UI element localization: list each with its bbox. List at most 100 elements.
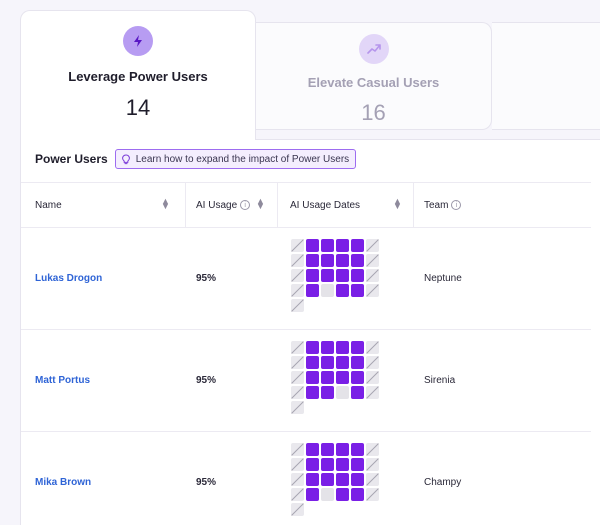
active-day-cell [336, 473, 349, 486]
column-divider [185, 183, 186, 227]
active-day-cell [336, 488, 349, 501]
user-name-link[interactable]: Mika Brown [35, 477, 92, 488]
tab-more[interactable] [492, 22, 600, 130]
active-day-cell [306, 254, 319, 267]
non-working-day-cell [366, 473, 379, 486]
active-day-cell [306, 443, 319, 456]
active-day-cell [351, 488, 364, 501]
non-working-day-cell [366, 284, 379, 297]
non-working-day-cell [291, 488, 304, 501]
active-day-cell [321, 341, 334, 354]
table-row: Lukas Drogon 95% Neptune [21, 228, 591, 330]
tab-count: 16 [361, 100, 386, 125]
usage-dates-grid [291, 341, 379, 414]
usage-dates-grid [291, 443, 379, 516]
active-day-cell [336, 371, 349, 384]
active-day-cell [306, 386, 319, 399]
info-icon[interactable]: i [451, 200, 462, 210]
team-value: Champy [424, 477, 462, 488]
non-working-day-cell [291, 284, 304, 297]
column-divider [277, 183, 278, 227]
non-working-day-cell [291, 458, 304, 471]
active-day-cell [321, 254, 334, 267]
team-value: Sirenia [424, 375, 456, 386]
column-name-label: Name [35, 199, 62, 211]
tab-leverage-power-users[interactable]: Leverage Power Users 14 [20, 10, 256, 140]
column-team-label: Team [424, 199, 449, 211]
tab-label: Elevate Casual Users [307, 75, 440, 90]
non-working-day-cell [291, 356, 304, 369]
non-working-day-cell [291, 503, 304, 516]
active-day-cell [336, 284, 349, 297]
segment-tabs: Leverage Power Users 14 Elevate Casual U… [0, 0, 600, 140]
inactive-day-cell [321, 284, 334, 297]
active-day-cell [321, 458, 334, 471]
active-day-cell [351, 284, 364, 297]
user-name-link[interactable]: Lukas Drogon [35, 273, 103, 284]
column-ai-usage-dates[interactable]: AI Usage Dates [290, 183, 360, 227]
non-working-day-cell [366, 341, 379, 354]
active-day-cell [321, 386, 334, 399]
non-working-day-cell [291, 269, 304, 282]
sort-icon[interactable]: ▲ ▼ [256, 196, 265, 211]
tab-elevate-casual-users[interactable]: Elevate Casual Users 16 [256, 22, 492, 130]
learn-link-label: Learn how to expand the impact of Power … [135, 153, 350, 165]
active-day-cell [351, 356, 364, 369]
non-working-day-cell [291, 386, 304, 399]
active-day-cell [351, 371, 364, 384]
column-ai-usage-label: AI Usage [196, 199, 238, 211]
active-day-cell [336, 443, 349, 456]
inactive-day-cell [321, 488, 334, 501]
active-day-cell [306, 458, 319, 471]
table-row: Mika Brown 95% Champy [21, 432, 591, 525]
column-team[interactable]: Team i [424, 183, 462, 227]
non-working-day-cell [366, 239, 379, 252]
column-ai-usage[interactable]: AI Usage i [196, 183, 251, 227]
sort-icon[interactable]: ▲ ▼ [393, 196, 402, 211]
non-working-day-cell [291, 443, 304, 456]
non-working-day-cell [291, 371, 304, 384]
column-name[interactable]: Name [35, 183, 62, 227]
ai-usage-value: 95% [196, 375, 217, 386]
active-day-cell [351, 254, 364, 267]
active-day-cell [351, 473, 364, 486]
team-value: Neptune [424, 273, 462, 284]
active-day-cell [321, 443, 334, 456]
non-working-day-cell [366, 488, 379, 501]
usage-dates-grid [291, 239, 379, 312]
non-working-day-cell [366, 254, 379, 267]
user-name-link[interactable]: Matt Portus [35, 375, 90, 386]
lightning-icon [123, 26, 153, 56]
column-divider [413, 183, 414, 227]
lightbulb-icon [121, 153, 130, 164]
active-day-cell [351, 458, 364, 471]
non-working-day-cell [291, 341, 304, 354]
active-day-cell [306, 473, 319, 486]
active-day-cell [321, 269, 334, 282]
active-day-cell [336, 269, 349, 282]
info-icon[interactable]: i [240, 200, 251, 210]
panel-header: Power Users Learn how to expand the impa… [35, 148, 357, 170]
non-working-day-cell [366, 458, 379, 471]
trending-up-icon [358, 34, 389, 64]
active-day-cell [351, 443, 364, 456]
active-day-cell [321, 473, 334, 486]
active-day-cell [306, 239, 319, 252]
active-day-cell [321, 371, 334, 384]
active-day-cell [321, 239, 334, 252]
non-working-day-cell [291, 254, 304, 267]
power-users-panel: Power Users Learn how to expand the impa… [20, 139, 600, 525]
inactive-day-cell [336, 386, 349, 399]
non-working-day-cell [366, 443, 379, 456]
non-working-day-cell [291, 299, 304, 312]
non-working-day-cell [366, 356, 379, 369]
active-day-cell [306, 341, 319, 354]
active-day-cell [351, 269, 364, 282]
sort-icon[interactable]: ▲ ▼ [161, 196, 170, 211]
active-day-cell [336, 356, 349, 369]
table-row: Matt Portus 95% Sirenia [21, 330, 591, 432]
column-ai-usage-dates-label: AI Usage Dates [290, 199, 361, 211]
active-day-cell [336, 458, 349, 471]
non-working-day-cell [366, 386, 379, 399]
learn-link-button[interactable]: Learn how to expand the impact of Power … [114, 149, 357, 169]
